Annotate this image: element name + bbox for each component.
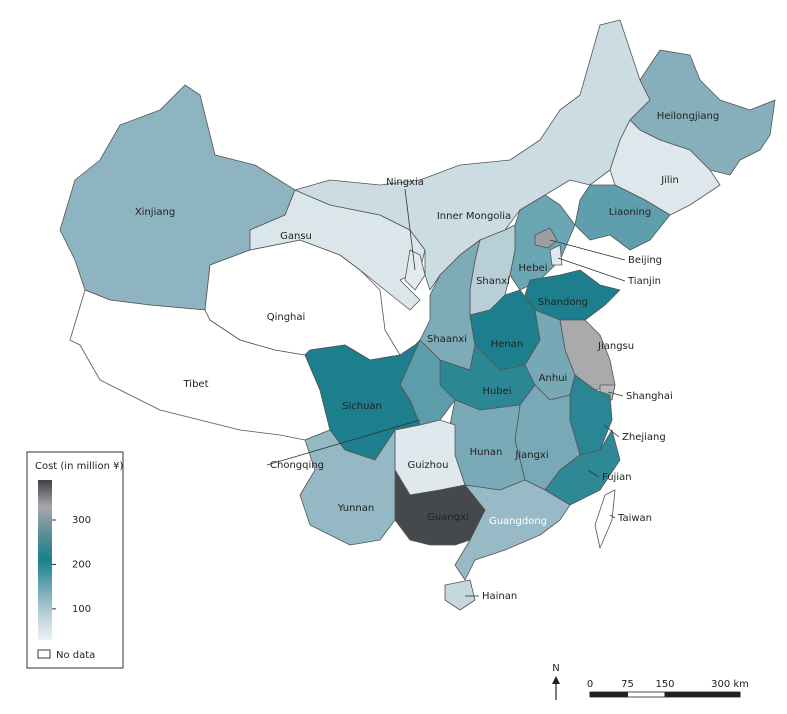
province-label: Gansu	[280, 231, 312, 242]
province	[444, 579, 476, 611]
province-label: Yunnan	[337, 503, 374, 514]
province-label: Jiangxi	[514, 450, 548, 461]
province-label: Shanxi	[476, 276, 510, 287]
province-label: Sichuan	[342, 401, 382, 412]
leader-line	[587, 469, 600, 478]
legend-tick-label: 200	[72, 559, 91, 570]
province-label: Zhejiang	[622, 432, 666, 443]
leader-line	[557, 257, 626, 282]
leader-line	[609, 514, 616, 519]
province-label: Guizhou	[408, 460, 449, 471]
province-label: Chongqing	[270, 460, 324, 471]
scale-tick-label: 75	[621, 679, 634, 690]
province	[544, 429, 621, 506]
province-label: Guangxi	[427, 512, 469, 523]
legend: 100 200 300	[38, 480, 91, 640]
scale-tick-label: 150	[655, 679, 674, 690]
scale-segment	[664, 691, 741, 698]
province-label: Fujian	[602, 472, 632, 483]
province-label: Jilin	[660, 175, 679, 186]
province	[609, 119, 721, 216]
province-label: Heilongjiang	[657, 111, 719, 122]
province	[299, 429, 396, 546]
legend-tick-label: 100	[72, 604, 91, 615]
province-label: Shaanxi	[427, 334, 467, 345]
legend-tick-label: 300	[72, 515, 91, 526]
province-label: Inner Mongolia	[437, 211, 511, 222]
no-data-swatch	[37, 649, 51, 659]
province-label: Ningxia	[386, 177, 424, 188]
province-label: Guangdong	[489, 516, 547, 527]
leader-line	[549, 239, 626, 261]
province-label: Qinghai	[267, 312, 306, 323]
leader-line	[266, 419, 421, 466]
no-data-label: No data	[56, 650, 95, 661]
scale-tick-label: 300 km	[711, 679, 749, 690]
province	[454, 479, 571, 581]
province-label: Hubei	[482, 386, 511, 397]
province-label: Jiangsu	[597, 341, 634, 352]
province-label: Tianjin	[627, 276, 661, 287]
province	[394, 469, 486, 546]
province-label: Shanghai	[626, 391, 673, 402]
province	[574, 184, 671, 251]
legend-colorbar	[38, 480, 52, 640]
province-label: Hunan	[470, 447, 503, 458]
legend-title: Cost (in million ¥)	[35, 461, 123, 472]
leader-line	[607, 391, 624, 397]
province-label: Xinjiang	[135, 207, 175, 218]
province-label: Hebei	[519, 263, 548, 274]
province	[549, 244, 563, 266]
province	[534, 227, 558, 249]
province-label: Beijing	[628, 255, 662, 266]
province-label: Shandong	[538, 297, 588, 308]
north-label: N	[552, 663, 559, 674]
province-label: Liaoning	[609, 207, 651, 218]
province	[394, 419, 466, 496]
scale-segment	[589, 691, 628, 698]
province-label: Tibet	[183, 379, 209, 390]
province-label: Taiwan	[617, 513, 652, 524]
province-label: Hainan	[482, 591, 517, 602]
provinces	[59, 19, 776, 611]
leader-line	[404, 188, 416, 271]
north-arrow-head	[552, 676, 560, 684]
scale-tick-label: 0	[587, 679, 593, 690]
province-labels: Xinjiang Tibet Qinghai Gansu Ningxia Inner Mo…	[135, 111, 719, 602]
scale-segment	[627, 691, 666, 698]
leader-line	[603, 424, 620, 438]
scale-bar: 0 75 150 300 km	[587, 679, 749, 698]
province-label: Henan	[491, 339, 523, 350]
province-label: Anhui	[539, 373, 568, 384]
province	[594, 489, 616, 549]
